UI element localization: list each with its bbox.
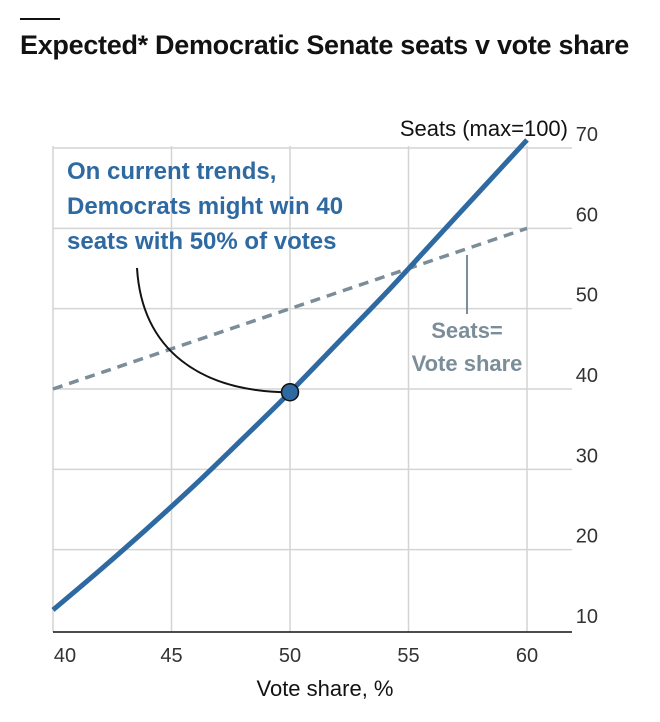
parity-line [52, 226, 528, 391]
callout-line-2: Democrats might win 40 [67, 193, 343, 220]
annotations: On current trends, Democrats might win 4… [67, 158, 523, 394]
parity-label-line-1: Seats= [431, 318, 503, 343]
y-tick-labels: 10 20 30 40 50 60 70 [576, 124, 598, 628]
y-axis-title: Seats (max=100) [400, 116, 568, 141]
x-axis-title: Vote share, % [257, 676, 394, 701]
parity-label-line-2: Vote share [412, 351, 523, 376]
y-tick-label-70: 70 [576, 124, 598, 146]
callout-line-1: On current trends, [67, 158, 276, 185]
x-tick-label-60: 60 [516, 645, 538, 667]
x-tick-label-55: 55 [397, 645, 419, 667]
y-tick-label-40: 40 [576, 365, 598, 387]
highlight-marker [280, 382, 300, 402]
y-tick-label-50: 50 [576, 285, 598, 307]
marker-layer [280, 382, 300, 402]
y-tick-label-20: 20 [576, 526, 598, 548]
x-tick-label-40: 40 [54, 645, 76, 667]
y-tick-label-10: 10 [576, 606, 598, 628]
y-tick-label-60: 60 [576, 204, 598, 226]
x-tick-label-50: 50 [279, 645, 301, 667]
grid [52, 146, 572, 632]
y-tick-label-30: 30 [576, 445, 598, 467]
callout-line-3: seats with 50% of votes [67, 228, 336, 255]
title-rule [20, 18, 60, 20]
x-tick-labels: 40 45 50 55 60 [54, 645, 538, 667]
chart-title: Expected* Democratic Senate seats v vote… [20, 30, 630, 60]
x-tick-label-45: 45 [160, 645, 182, 667]
callout-leader [136, 267, 291, 394]
